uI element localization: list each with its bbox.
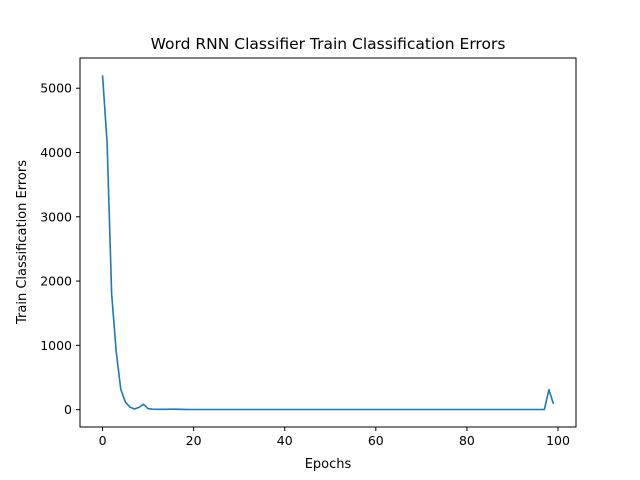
x-tick-label-0: 0 — [99, 433, 107, 448]
x-tick-label-20: 20 — [186, 433, 202, 448]
x-tick-label-80: 80 — [459, 433, 475, 448]
series-line-0 — [101, 75, 555, 411]
y-tick-label-2000: 2000 — [40, 274, 72, 289]
y-axis-label: Train Classification Errors — [15, 160, 30, 325]
y-tick-label-0: 0 — [64, 402, 72, 417]
x-tick-label-60: 60 — [368, 433, 384, 448]
chart-title: Word RNN Classifier Train Classification… — [151, 35, 506, 53]
y-tick-label-3000: 3000 — [40, 209, 72, 224]
y-tick-label-4000: 4000 — [40, 145, 72, 160]
y-tick-label-1000: 1000 — [40, 338, 72, 353]
axes-frame — [79, 57, 577, 428]
x-tick-label-100: 100 — [546, 433, 570, 448]
y-tick-label-5000: 5000 — [40, 81, 72, 96]
x-axis-label: Epochs — [305, 457, 352, 472]
x-tick-label-40: 40 — [277, 433, 293, 448]
